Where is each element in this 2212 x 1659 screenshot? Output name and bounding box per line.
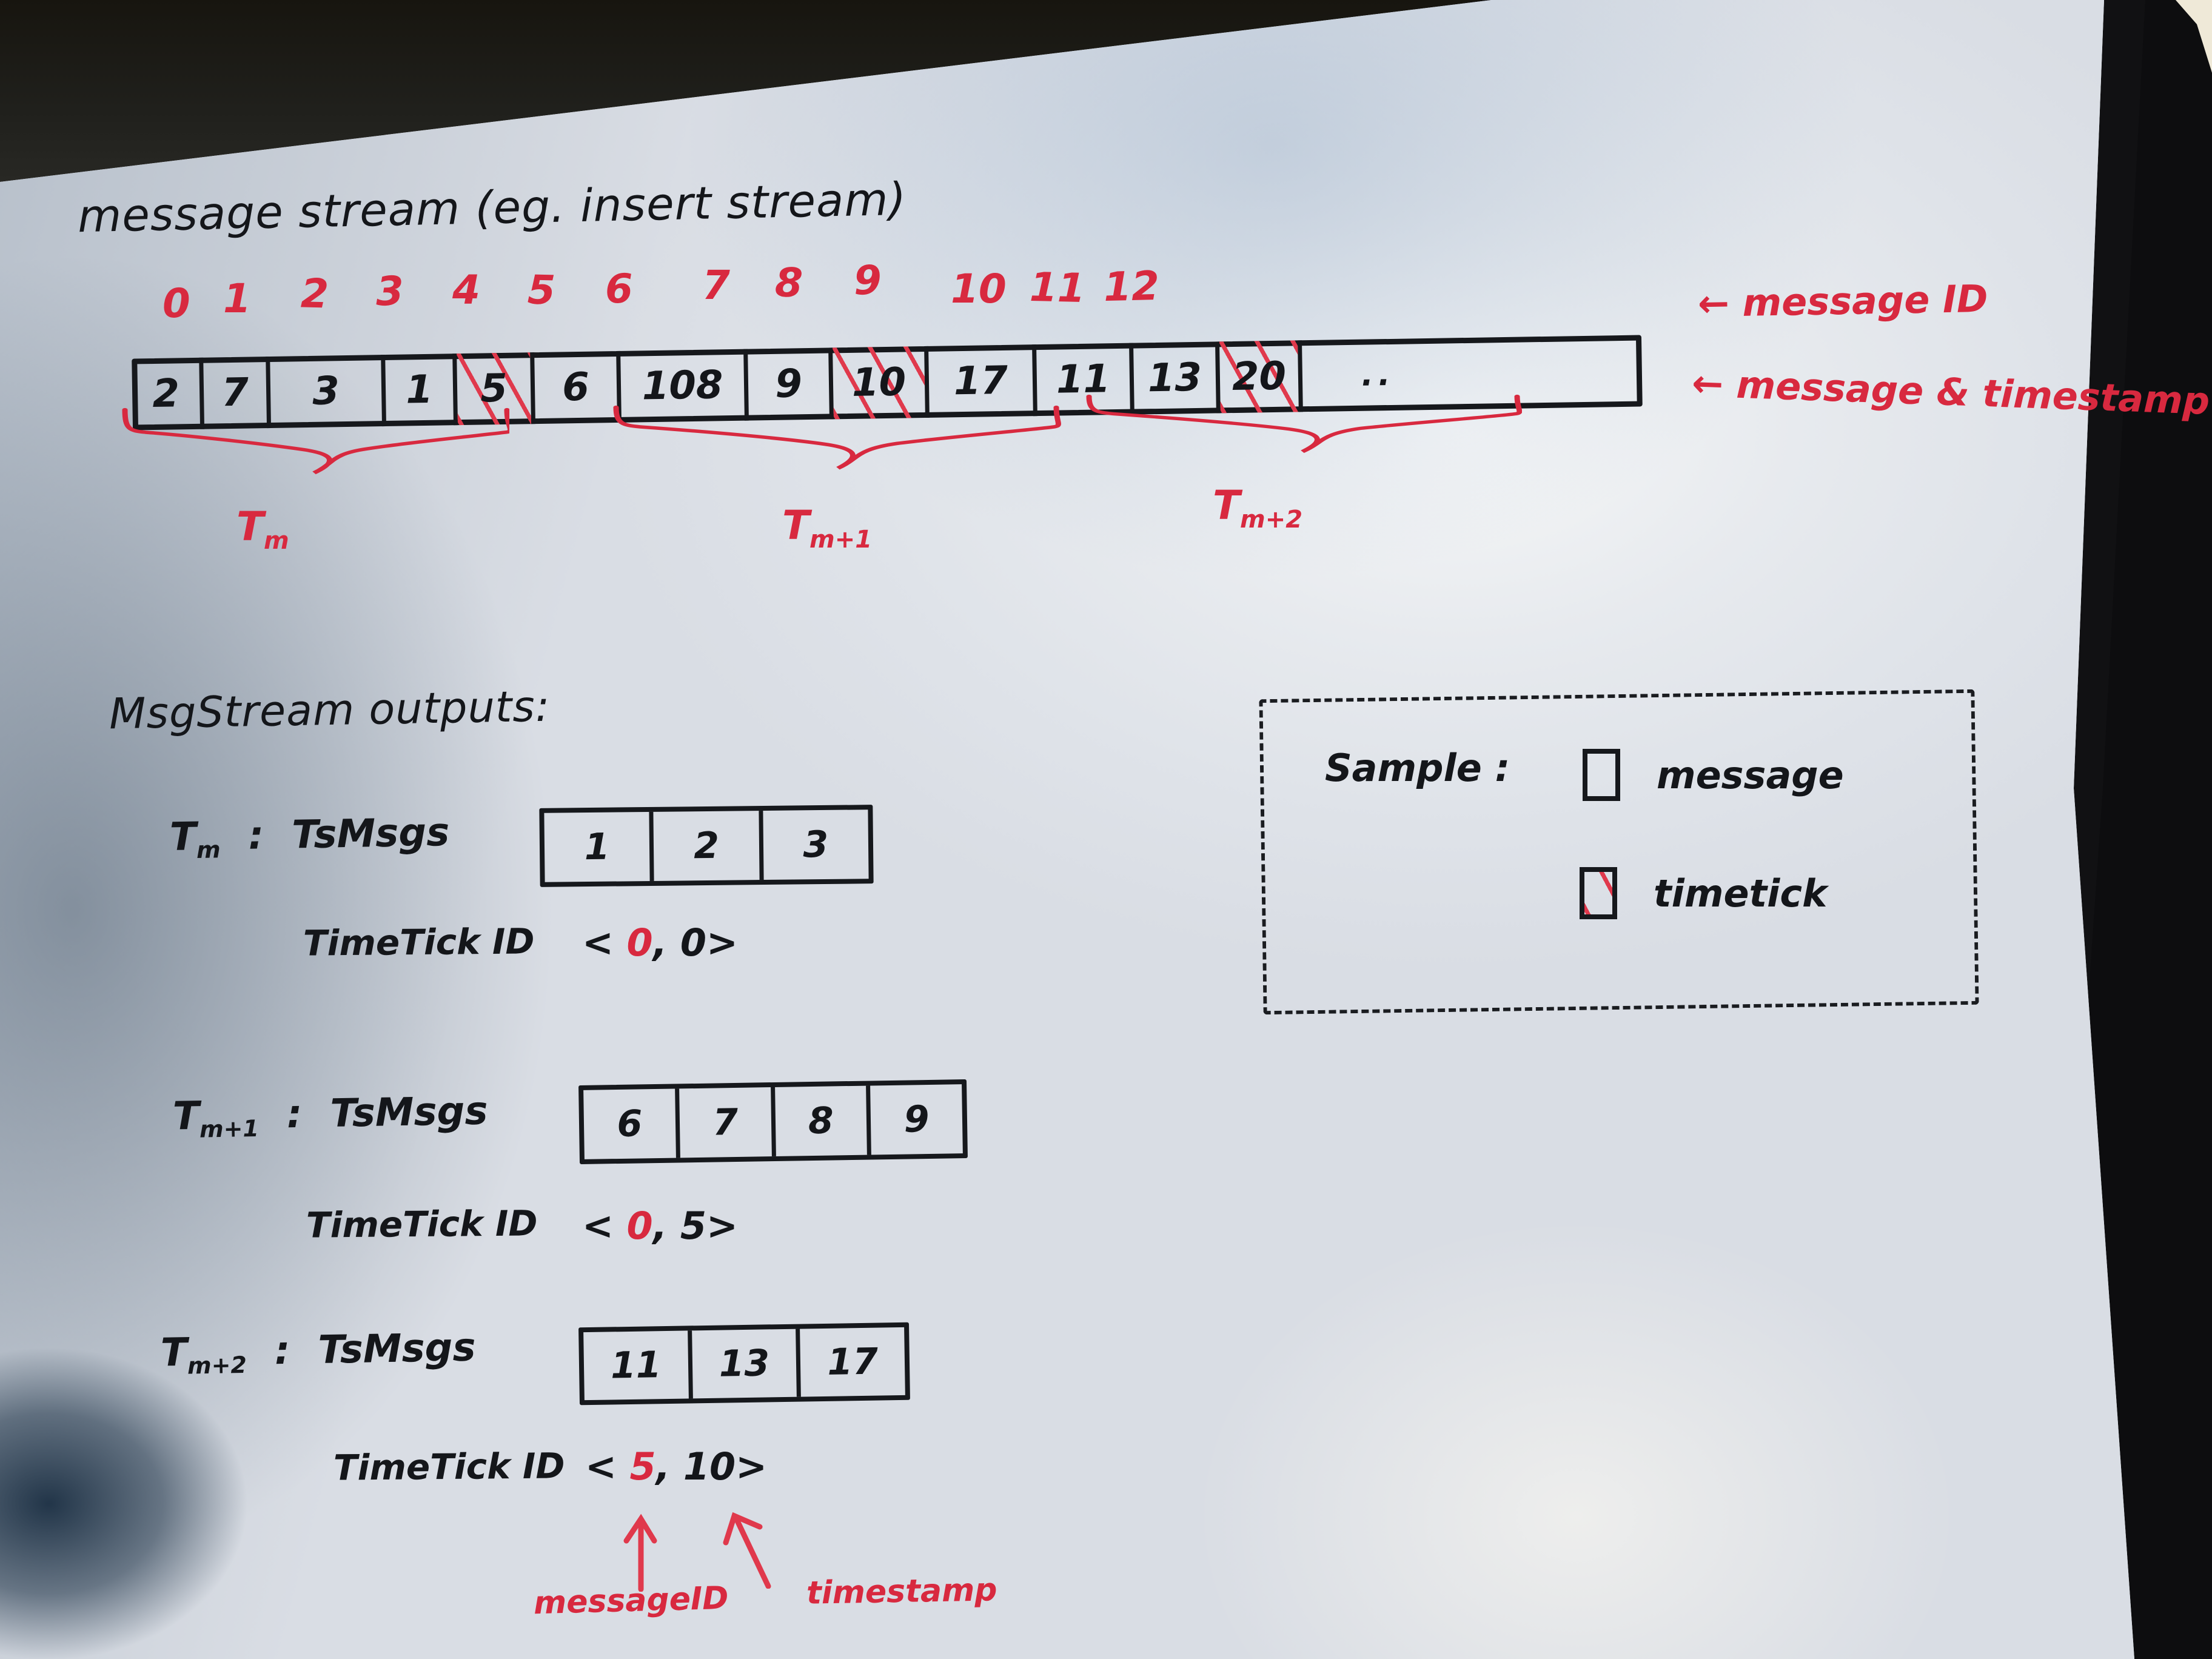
output-row-label-tm1: Tm+1 : TsMsgs	[172, 1088, 489, 1143]
timetick-label-tm2: TimeTick ID	[333, 1445, 565, 1489]
tick-ts: 5	[680, 1204, 706, 1248]
timetick-label-tm: TimeTick ID	[303, 920, 535, 964]
stream-cell-value: 6	[561, 364, 590, 411]
brace-label-base: T	[782, 502, 810, 549]
output-row-label-tm2: Tm+2 : TsMsgs	[160, 1325, 477, 1379]
stream-cell-value: 1	[405, 367, 434, 413]
output-msg-cell: 11	[583, 1330, 693, 1401]
brace-label-base: T	[1213, 482, 1241, 529]
window-sub: m	[196, 836, 221, 864]
tick-close: >	[706, 920, 738, 965]
output-msg-cell: 17	[826, 1340, 879, 1384]
output-msg-cell: 13	[691, 1329, 802, 1399]
stream-index-4: 4	[452, 267, 480, 313]
legend-box	[1259, 689, 1979, 1015]
brace-tm1	[613, 405, 1061, 470]
tick-comma: ,	[652, 1204, 668, 1248]
brace-label-sub: m	[264, 527, 289, 555]
annotation-message-id: ← message ID	[1697, 276, 1988, 326]
window-base: T	[172, 1093, 200, 1139]
pointer-arrow-timestamp	[723, 1512, 771, 1589]
legend-item-message: message	[1583, 749, 1844, 801]
timetick-value-tm1: < 0, 5>	[582, 1204, 738, 1248]
output-msg-cell: 2	[653, 811, 764, 881]
stream-cell-value: 10	[851, 360, 907, 406]
output-msg-cell: 6	[583, 1088, 680, 1159]
brace-tm2	[1086, 394, 1522, 453]
tick-close: >	[706, 1204, 738, 1248]
output-row-label-tm: Tm : TsMsgs	[169, 809, 450, 864]
tsmsgs-label: TsMsgs	[291, 809, 450, 858]
tick-open: <	[585, 1444, 617, 1489]
timetick-value-tm2: < 5, 10>	[585, 1444, 767, 1489]
brace-label-tm1: Tm+1	[782, 502, 872, 554]
output-msg-cell: 7	[679, 1087, 776, 1158]
brace-label-tm2: Tm+2	[1213, 482, 1302, 534]
stream-index-8: 8	[774, 259, 803, 307]
stream-index-11: 11	[1029, 263, 1086, 312]
window-base: T	[169, 814, 197, 860]
window-sub: m+1	[199, 1114, 260, 1143]
tick-close: >	[736, 1444, 768, 1489]
stream-index-1: 1	[223, 275, 251, 322]
stream-cell-value: 20	[1232, 354, 1287, 400]
brace-label-tm: Tm	[236, 503, 289, 555]
tick-id: 5	[629, 1444, 656, 1489]
tick-open: <	[582, 1204, 614, 1248]
legend-item-label: message	[1657, 752, 1844, 797]
legend-title: Sample :	[1325, 746, 1510, 790]
timetick-swatch-icon	[1580, 867, 1617, 919]
stream-cell-value: 17	[953, 358, 1008, 404]
legend-item-label: timetick	[1654, 871, 1828, 916]
output-msg-cell: 3	[803, 823, 829, 866]
output-msg-cell: 9	[903, 1098, 930, 1141]
stream-cell-value: 5	[480, 366, 508, 412]
stream-cell-message: 6	[534, 350, 622, 424]
tick-id: 0	[626, 920, 653, 965]
output-msg-cell: 8	[774, 1085, 872, 1156]
brace-label-base: T	[236, 503, 264, 550]
stream-cell-value: ..	[1361, 356, 1396, 394]
window-sub: m+2	[187, 1351, 247, 1379]
message-swatch-icon	[1583, 749, 1620, 801]
stream-index-12: 12	[1103, 262, 1160, 311]
tick-id: 0	[626, 1204, 653, 1248]
brace-tm	[122, 407, 509, 475]
brace-label-sub: m+1	[809, 526, 873, 554]
tick-comma: ,	[652, 920, 668, 965]
stream-index-9: 9	[853, 256, 882, 304]
stream-index-3: 3	[375, 267, 404, 315]
pointer-label-timestamp: timestamp	[806, 1572, 997, 1612]
pointer-label-message-id: messageID	[533, 1580, 729, 1622]
tick-comma: ,	[655, 1444, 671, 1489]
stream-index-2: 2	[300, 270, 329, 318]
window-base: T	[160, 1330, 188, 1376]
timetick-label-tm1: TimeTick ID	[306, 1202, 538, 1246]
stream-cell-value: 9	[774, 361, 803, 407]
brace-label-sub: m+2	[1240, 506, 1303, 534]
tick-open: <	[582, 920, 614, 965]
stream-index-0: 0	[162, 280, 191, 327]
tsmsgs-label: TsMsgs	[317, 1325, 477, 1373]
stream-index-6: 6	[605, 265, 634, 313]
stream-cell-value: 108	[642, 363, 723, 409]
pointer-arrow-message-id	[623, 1513, 657, 1592]
legend-item-timetick: timetick	[1580, 867, 1827, 919]
tick-ts: 10	[683, 1444, 736, 1489]
stream-index-5: 5	[527, 266, 556, 314]
stream-index-7: 7	[702, 262, 730, 309]
outputs-heading: MsgStream outputs:	[109, 681, 551, 739]
tick-ts: 0	[680, 920, 706, 965]
output-msgs-box-tm2: 11 13 17	[578, 1322, 910, 1406]
output-msg-cell: 1	[544, 811, 654, 882]
timetick-value-tm: < 0, 0>	[582, 920, 738, 965]
tsmsgs-label: TsMsgs	[329, 1088, 489, 1136]
stream-index-10: 10	[951, 266, 1007, 312]
